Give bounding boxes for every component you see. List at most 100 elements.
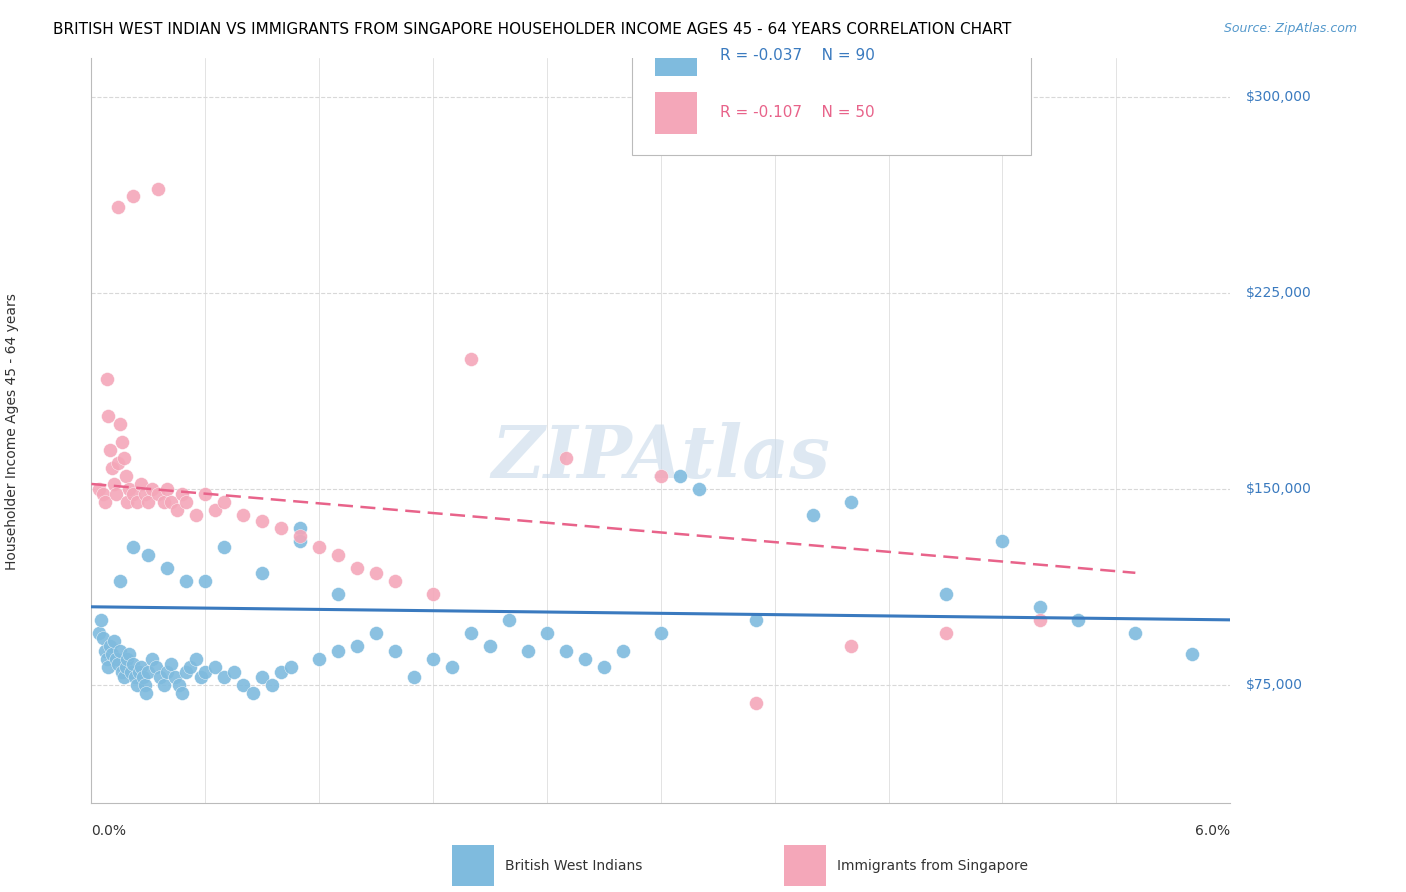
Text: Source: ZipAtlas.com: Source: ZipAtlas.com — [1223, 22, 1357, 36]
Point — [118, 647, 141, 661]
Text: $75,000: $75,000 — [1246, 678, 1302, 692]
Point — [125, 495, 148, 509]
Point — [460, 351, 482, 366]
Point — [839, 495, 862, 509]
Point — [111, 665, 134, 680]
Point — [138, 665, 160, 680]
Point — [128, 665, 150, 680]
Point — [129, 477, 152, 491]
Point — [669, 469, 692, 483]
Point — [422, 587, 444, 601]
Point — [117, 495, 139, 509]
Point — [554, 644, 576, 658]
Point — [384, 574, 406, 588]
Point — [135, 686, 157, 700]
Point — [118, 482, 141, 496]
FancyBboxPatch shape — [633, 11, 1031, 154]
Text: ZIPAtlas: ZIPAtlas — [492, 422, 830, 493]
Point — [124, 670, 146, 684]
Point — [112, 670, 135, 684]
Point — [326, 644, 349, 658]
Point — [554, 450, 576, 465]
Bar — [451, 845, 494, 887]
Point — [745, 697, 768, 711]
Text: Householder Income Ages 45 - 64 years: Householder Income Ages 45 - 64 years — [4, 293, 18, 570]
Point — [346, 560, 368, 574]
Point — [122, 487, 145, 501]
Point — [280, 660, 302, 674]
Point — [146, 181, 169, 195]
Point — [160, 495, 183, 509]
Point — [934, 587, 956, 601]
Point — [174, 574, 197, 588]
Point — [1029, 613, 1052, 627]
Point — [152, 678, 174, 692]
Bar — [655, 35, 697, 77]
Point — [991, 534, 1014, 549]
Point — [593, 660, 616, 674]
Point — [260, 678, 283, 692]
Text: 6.0%: 6.0% — [1195, 823, 1230, 838]
Point — [839, 639, 862, 653]
Bar — [655, 92, 697, 134]
Point — [97, 409, 120, 423]
Point — [87, 626, 110, 640]
Text: BRITISH WEST INDIAN VS IMMIGRANTS FROM SINGAPORE HOUSEHOLDER INCOME AGES 45 - 64: BRITISH WEST INDIAN VS IMMIGRANTS FROM S… — [53, 22, 1012, 37]
Point — [160, 657, 183, 672]
Point — [108, 574, 131, 588]
Point — [184, 508, 207, 523]
Point — [114, 469, 136, 483]
Point — [93, 495, 115, 509]
Point — [364, 566, 387, 580]
Point — [290, 529, 312, 543]
Point — [166, 503, 188, 517]
Point — [131, 670, 153, 684]
Point — [250, 566, 273, 580]
Point — [103, 477, 125, 491]
Point — [194, 574, 217, 588]
Point — [517, 644, 540, 658]
Point — [101, 461, 124, 475]
Point — [204, 660, 226, 674]
Point — [194, 665, 217, 680]
Point — [184, 652, 207, 666]
Point — [108, 417, 131, 431]
Point — [111, 435, 134, 450]
Point — [98, 442, 121, 457]
Point — [156, 482, 179, 496]
Point — [460, 626, 482, 640]
Point — [129, 660, 152, 674]
Point — [308, 652, 330, 666]
Point — [96, 372, 118, 386]
Point — [93, 644, 115, 658]
Point — [242, 686, 264, 700]
Point — [384, 644, 406, 658]
Text: $225,000: $225,000 — [1246, 286, 1312, 301]
Point — [650, 626, 672, 640]
Point — [745, 613, 768, 627]
Point — [97, 660, 120, 674]
Point — [98, 639, 121, 653]
Point — [478, 639, 501, 653]
Point — [801, 508, 824, 523]
Point — [107, 200, 129, 214]
Point — [87, 482, 110, 496]
Point — [138, 495, 160, 509]
Point — [122, 189, 145, 203]
Point — [308, 540, 330, 554]
Point — [134, 487, 156, 501]
Point — [107, 657, 129, 672]
Point — [212, 670, 235, 684]
Point — [117, 652, 139, 666]
Point — [138, 548, 160, 562]
Point — [194, 487, 217, 501]
Point — [105, 652, 128, 666]
Point — [650, 469, 672, 483]
Point — [346, 639, 368, 653]
Point — [141, 482, 163, 496]
Point — [90, 613, 112, 627]
Point — [422, 652, 444, 666]
Point — [125, 678, 148, 692]
Point — [688, 482, 710, 496]
Point — [152, 495, 174, 509]
